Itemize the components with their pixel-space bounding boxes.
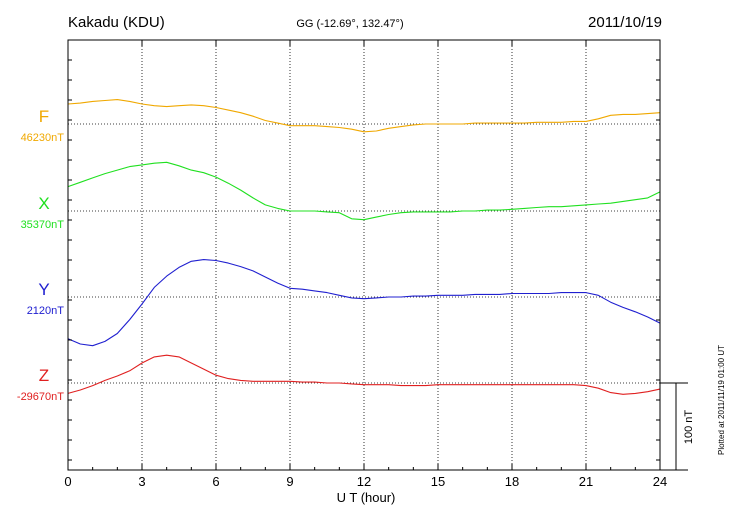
- series-group: [67, 99, 661, 395]
- x-tick-label: 12: [357, 474, 371, 489]
- series-name-x: X: [38, 194, 49, 213]
- x-tick-label: 9: [286, 474, 293, 489]
- x-axis-label: U T (hour): [337, 490, 396, 505]
- series-name-y: Y: [38, 280, 49, 299]
- series-line-x: [67, 161, 661, 221]
- x-tick-label: 6: [212, 474, 219, 489]
- x-tick-label: 3: [138, 474, 145, 489]
- x-axis: 0 3 6 9 12 15 18 21 24: [64, 40, 667, 489]
- series-line-z: [67, 354, 661, 395]
- station-coordinates: GG (-12.69°, 132.47°): [296, 18, 403, 30]
- grid: [68, 40, 660, 470]
- chart-date: 2011/10/19: [588, 14, 662, 31]
- x-tick-label: 21: [579, 474, 593, 489]
- series-labels: F 46230nT X 35370nT Y 2120nT Z -29670nT: [17, 107, 64, 403]
- plot-frame: [67, 39, 661, 471]
- x-tick-label: 15: [431, 474, 445, 489]
- x-tick-label: 18: [505, 474, 519, 489]
- series-line-y: [67, 259, 661, 347]
- x-tick-label: 24: [653, 474, 667, 489]
- plot-timestamp-note: Plotted at 2011/11/19 01:00 UT: [717, 345, 726, 455]
- series-baseline-f: 46230nT: [21, 132, 65, 144]
- chart-title: Kakadu (KDU): [68, 14, 165, 31]
- series-name-f: F: [39, 107, 49, 126]
- scale-bar-label: 100 nT: [683, 410, 695, 445]
- series-baseline-y: 2120nT: [27, 305, 65, 317]
- x-tick-label: 0: [64, 474, 71, 489]
- scale-bar: 100 nT: [660, 382, 695, 471]
- series-name-z: Z: [39, 366, 49, 385]
- series-baseline-z: -29670nT: [17, 391, 64, 403]
- series-line-f: [67, 99, 661, 133]
- series-baseline-x: 35370nT: [21, 219, 65, 231]
